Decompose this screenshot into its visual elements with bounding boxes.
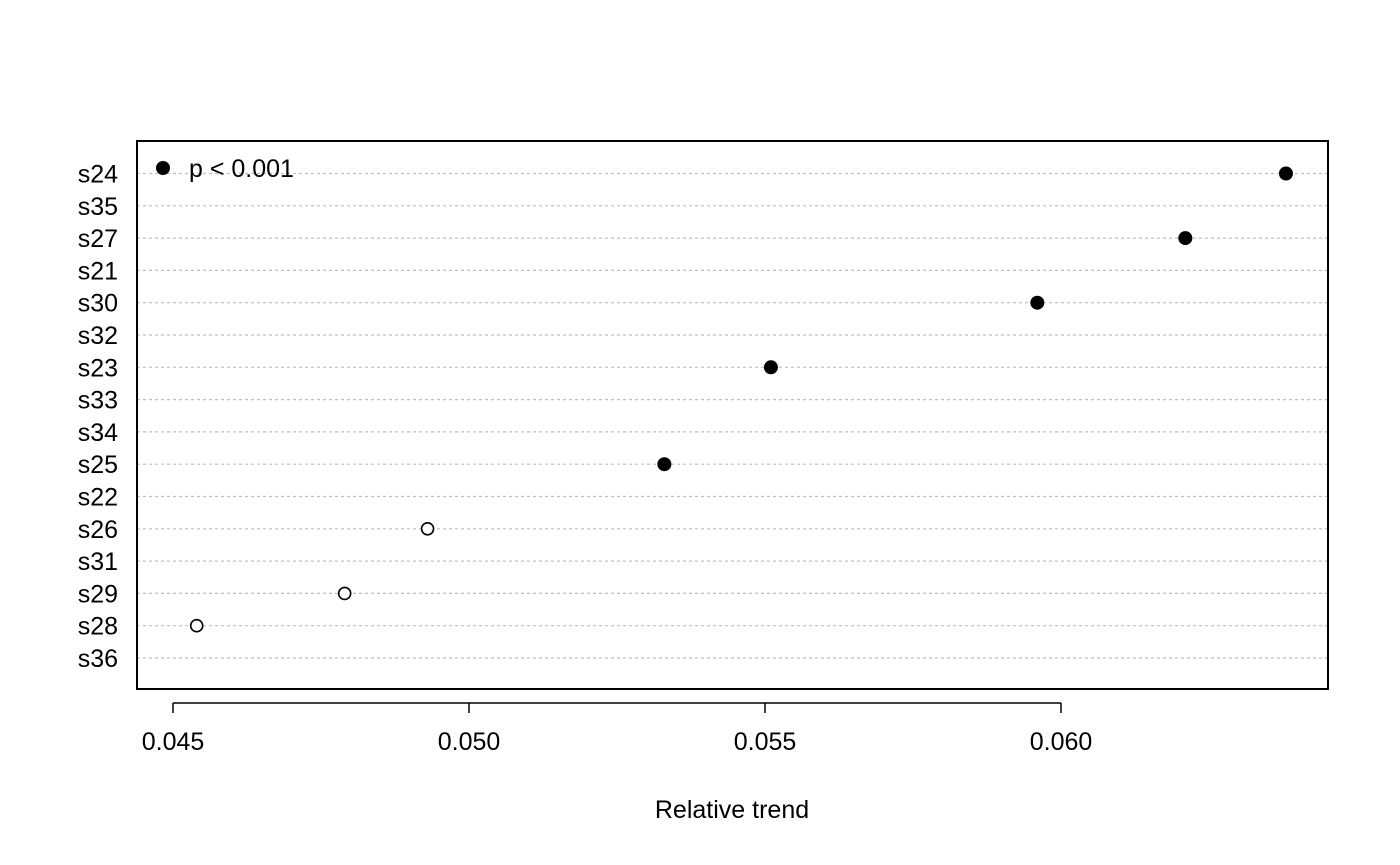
category-label-s21: s21 [78,257,118,285]
point-s28 [189,618,204,633]
point-s25 [657,457,672,472]
x-tick-label-0.050: 0.050 [438,728,501,756]
x-tick-label-0.045: 0.045 [142,728,205,756]
x-axis: 0.045 0.050 0.055 0.060 [142,702,1093,756]
x-tick-label-0.055: 0.055 [734,728,797,756]
category-label-s33: s33 [78,387,118,415]
point-s30 [1030,295,1045,310]
data-points [189,166,1293,633]
category-label-s31: s31 [78,548,118,576]
legend-marker-filled [156,161,170,175]
category-label-s28: s28 [78,613,118,641]
category-label-s27: s27 [78,225,118,253]
category-label-s22: s22 [78,484,118,512]
x-tick-label-0.060: 0.060 [1030,728,1093,756]
category-label-s34: s34 [78,419,118,447]
category-label-s32: s32 [78,322,118,350]
category-label-s25: s25 [78,451,118,479]
point-s27 [1178,231,1193,246]
category-label-s35: s35 [78,193,118,221]
category-label-s36: s36 [78,645,118,673]
category-label-s23: s23 [78,354,118,382]
category-label-s26: s26 [78,516,118,544]
category-label-s30: s30 [78,290,118,318]
category-labels: s24 s35 s27 s21 s30 s32 s23 s33 s34 s25 s22 s26 s31 s… [78,161,118,674]
point-s29 [337,586,352,601]
x-axis-title: Relative trend [655,796,809,824]
legend-label: p < 0.001 [189,155,294,183]
point-s23 [763,360,778,375]
category-label-s29: s29 [78,580,118,608]
point-s26 [420,521,435,536]
gridlines [137,172,1328,659]
category-label-s24: s24 [78,161,118,189]
legend: p < 0.001 [156,155,294,183]
point-s24 [1278,166,1293,181]
plot-frame [136,140,1329,690]
